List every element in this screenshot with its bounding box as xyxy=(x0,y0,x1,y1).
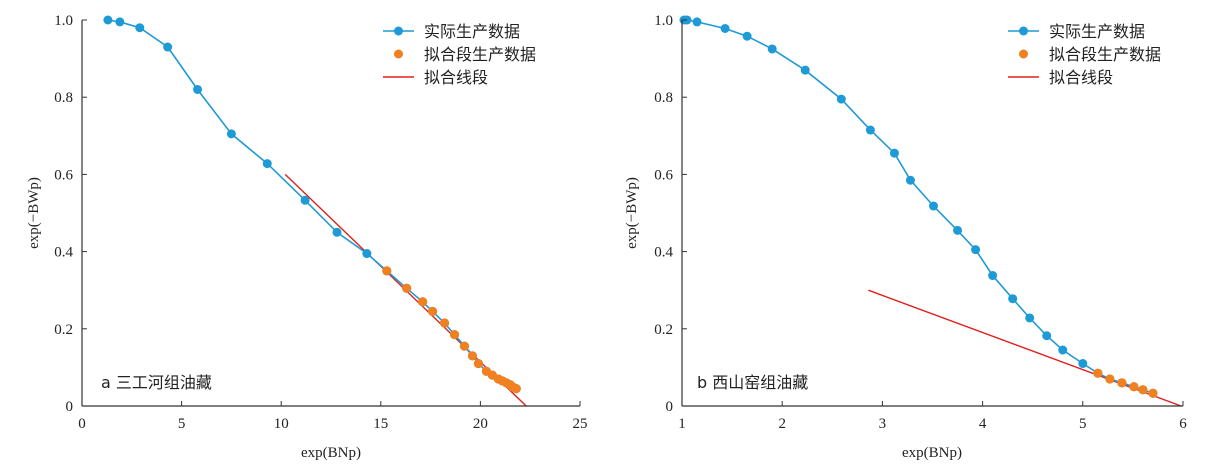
y-axis-label-b: exp(−BWp) xyxy=(624,177,640,249)
y-tick-label-b-2: 0.4 xyxy=(654,245,673,261)
legend-b-fit-points-label: 拟合段生产数据 xyxy=(1049,45,1161,64)
y-tick-label-b-1: 0.2 xyxy=(654,322,673,338)
y-tick-label-b-4: 0.8 xyxy=(654,90,673,106)
actual-point-b-1 xyxy=(682,15,692,25)
x-axis-label-b-text: exp(BNp) xyxy=(902,445,962,461)
actual-point-a-0 xyxy=(103,15,113,25)
ticks-b: 1 2 3 4 5 6 0 0.2 0.4 0.6 0.8 1.0 xyxy=(654,13,1187,432)
legend-a-fit-points-label: 拟合段生产数据 xyxy=(424,45,536,64)
x-axis-label-b: exp(BNp) xyxy=(902,445,962,461)
actual-point-b-6 xyxy=(800,65,810,75)
actual-point-b-12 xyxy=(953,225,963,235)
y-tick-label-a-3: 0.6 xyxy=(54,167,73,183)
x-tick-label-b-4: 5 xyxy=(1079,416,1087,432)
actual-point-b-7 xyxy=(836,94,846,104)
actual-point-a-2 xyxy=(135,23,145,33)
fit-point-a-1 xyxy=(402,283,412,293)
fit-point-a-6 xyxy=(459,341,470,351)
actual-point-b-2 xyxy=(692,17,702,27)
fit-point-a-4 xyxy=(439,318,450,328)
x-tick-label-a-0: 0 xyxy=(78,416,86,432)
legend-b-fit-line-label: 拟合线段 xyxy=(1049,68,1113,87)
x-axis-label-a-text: exp(BNp) xyxy=(301,445,361,461)
legend-b-actual-label: 实际生产数据 xyxy=(1049,22,1145,41)
y-axis-label-a: exp(−BWp) xyxy=(26,177,42,249)
fit-point-b-2 xyxy=(1117,378,1127,388)
x-axis-label-a: exp(BNp) xyxy=(301,445,361,461)
panel-label-a: a 三工河组油藏 xyxy=(101,373,212,392)
actual-point-a-7 xyxy=(300,195,310,205)
x-tick-label-b-2: 3 xyxy=(879,416,887,432)
fit-point-a-7 xyxy=(467,351,478,361)
chart-panel-b: 1 2 3 4 5 6 0 0.2 0.4 0.6 0.8 1.0 exp(BNp) exp(−BWp… xyxy=(624,13,1187,461)
actual-point-b-8 xyxy=(865,125,875,135)
fit-point-a-17 xyxy=(511,384,521,394)
fit-point-a-3 xyxy=(427,306,438,317)
fit-point-a-2 xyxy=(418,297,428,307)
actual-point-a-1 xyxy=(115,17,125,27)
x-tick-label-b-1: 2 xyxy=(778,416,786,432)
actual-point-b-5 xyxy=(767,44,777,54)
fit-point-b-5 xyxy=(1148,388,1158,398)
ticks-a: 0 5 10 15 20 25 0 0.2 0.4 0.6 0.8 1.0 xyxy=(54,13,587,432)
fit-point-b-4 xyxy=(1138,385,1148,395)
actual-point-a-8 xyxy=(332,227,342,237)
x-tick-label-a-5: 25 xyxy=(573,416,588,432)
actual-point-b-14 xyxy=(988,271,998,281)
actual-point-b-16 xyxy=(1025,313,1035,323)
legend-b-fit-points-marker-icon xyxy=(1019,49,1028,59)
legend-a-fit-line-label: 拟合线段 xyxy=(424,68,488,87)
y-tick-label-a-5: 1.0 xyxy=(54,13,73,29)
x-tick-label-b-3: 4 xyxy=(979,416,987,432)
series-group-a xyxy=(103,15,527,407)
y-tick-label-a-2: 0.4 xyxy=(54,245,73,261)
actual-point-a-5 xyxy=(226,129,236,139)
legend-a-actual-label: 实际生产数据 xyxy=(424,22,520,41)
chart-panel-a: 0 5 10 15 20 25 0 0.2 0.4 0.6 0.8 1.0 exp(BNp) exp(… xyxy=(26,13,588,461)
fit-point-b-1 xyxy=(1105,374,1115,384)
actual-point-b-17 xyxy=(1042,331,1052,341)
legend-a: 实际生产数据 拟合段生产数据 拟合线段 xyxy=(383,22,536,87)
actual-point-a-4 xyxy=(193,84,203,94)
fit-point-a-5 xyxy=(449,329,460,340)
y-tick-label-b-5: 1.0 xyxy=(654,13,673,29)
actual-point-b-18 xyxy=(1058,345,1068,355)
actual-point-a-3 xyxy=(163,42,173,52)
actual-point-a-9 xyxy=(362,249,372,259)
fit-point-a-0 xyxy=(382,266,392,276)
legend-b-actual-marker-icon xyxy=(1019,26,1028,36)
legend-a-actual-marker-icon xyxy=(394,26,403,36)
fit-point-b-3 xyxy=(1129,382,1139,392)
x-tick-label-b-5: 6 xyxy=(1179,416,1187,432)
legend-a-fit-points-marker-icon xyxy=(394,49,403,59)
x-tick-label-a-4: 20 xyxy=(473,416,488,432)
series-group-b xyxy=(679,15,1182,407)
actual-point-b-19 xyxy=(1078,359,1088,369)
fit-line-b xyxy=(868,289,1182,407)
y-tick-label-a-0: 0 xyxy=(66,399,74,415)
actual-point-b-3 xyxy=(720,23,730,33)
actual-point-b-10 xyxy=(905,175,915,185)
fit-point-a-8 xyxy=(473,358,484,369)
fit-point-b-0 xyxy=(1093,368,1103,378)
actual-point-b-11 xyxy=(929,201,939,211)
y-tick-label-b-3: 0.6 xyxy=(654,167,673,183)
actual-point-b-15 xyxy=(1008,294,1018,304)
y-tick-label-a-1: 0.2 xyxy=(54,322,73,338)
y-tick-label-a-4: 0.8 xyxy=(54,90,73,106)
x-tick-label-a-3: 15 xyxy=(373,416,388,432)
y-tick-label-b-0: 0 xyxy=(666,399,674,415)
actual-point-b-13 xyxy=(971,245,981,255)
panel-label-b: b 西山窑组油藏 xyxy=(697,373,808,392)
x-tick-label-a-1: 5 xyxy=(178,416,186,432)
x-tick-label-a-2: 10 xyxy=(274,416,289,432)
x-tick-label-b-0: 1 xyxy=(678,416,686,432)
actual-point-b-4 xyxy=(742,31,752,41)
actual-point-b-9 xyxy=(889,148,899,158)
actual-point-a-6 xyxy=(262,159,272,169)
legend-b: 实际生产数据 拟合段生产数据 拟合线段 xyxy=(1008,22,1161,87)
